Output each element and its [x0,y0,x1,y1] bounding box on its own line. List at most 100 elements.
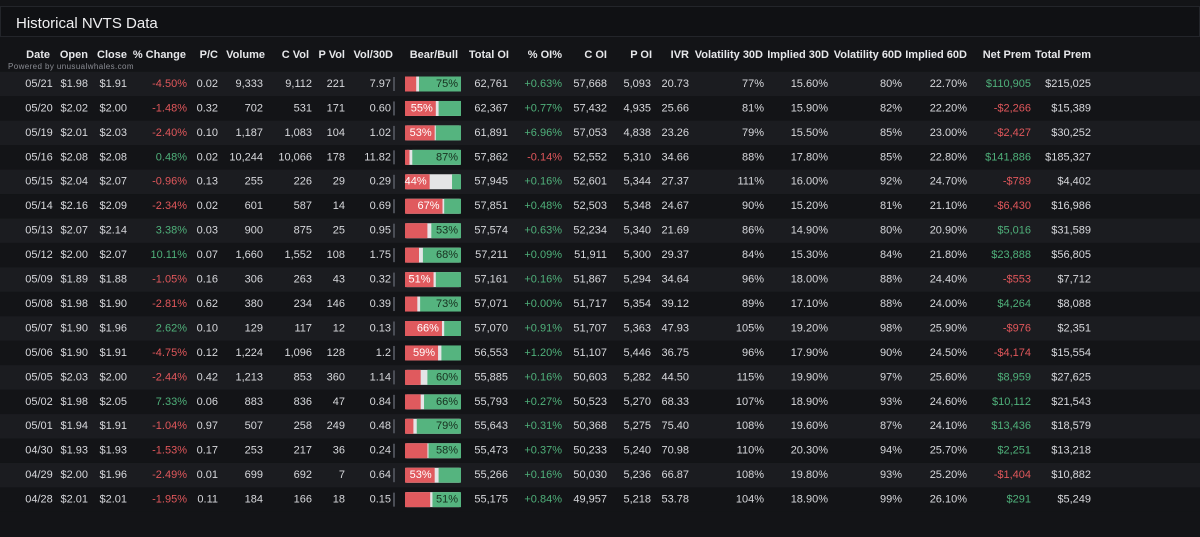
cell-oi-pct: +0.16% [524,371,562,383]
cell-put-call: 0.02 [197,78,218,90]
cell-total-prem: $30,252 [1051,127,1091,139]
cell-call-oi: 51,707 [573,322,607,334]
cell-close: $1.91 [99,347,127,359]
cell-ivr: 27.37 [661,176,689,188]
row-background [0,438,1200,463]
cell-put-call: 0.97 [197,420,218,432]
column-header: Open [60,49,88,61]
cell-date: 05/08 [25,298,53,310]
cell-put-oi: 5,348 [623,200,651,212]
cell-pct-change: -2.44% [152,371,187,383]
cell-call-volume: 1,083 [284,127,312,139]
cell-total-prem: $4,402 [1057,176,1091,188]
bear-bull-label: 66% [436,396,458,408]
bull-segment [420,296,461,312]
cell-put-oi: 4,935 [623,102,651,114]
cell-oi-pct: +0.63% [524,225,562,237]
bear-bull-label: 73% [436,298,458,310]
cell-call-volume: 875 [294,225,312,237]
cell-pct-change: -1.95% [152,494,187,506]
cell-total-prem: $13,218 [1051,445,1091,457]
cell-open: $1.89 [60,274,88,286]
cell-call-volume: 853 [294,371,312,383]
cell-call-volume: 217 [294,445,312,457]
cell-vol-30d: 0.95 [370,225,391,237]
cell-vol-30d: 11.82 [364,151,391,163]
cell-volume: 1,660 [235,249,263,261]
cell-ivr: 20.73 [661,78,689,90]
cell-total-prem: $185,327 [1045,151,1091,163]
cell-vol-30d: 0.24 [370,445,391,457]
cell-total-prem: $15,389 [1051,102,1091,114]
cell-net-prem: -$2,266 [994,102,1031,114]
cell-close: $2.05 [99,396,127,408]
cell-implied-30d: 20.30% [791,445,829,457]
cell-put-call: 0.32 [197,102,218,114]
bear-bull-label: 66% [417,322,439,334]
powered-by: Powered by unusualwhales.com [8,62,134,71]
cell-volume: 601 [245,200,263,212]
cell-volatility-60d: 98% [880,322,902,334]
cell-put-volume: 25 [333,225,345,237]
column-header: Close [97,49,127,61]
cell-put-oi: 5,270 [623,396,651,408]
cell-volume: 306 [245,274,263,286]
cell-date: 05/16 [25,151,53,163]
column-header: % OI% [528,49,562,61]
cell-put-volume: 47 [333,396,345,408]
bear-bull-label: 68% [436,249,458,261]
vol-30d-indicator [393,125,395,140]
cell-pct-change: 0.48% [156,151,187,163]
cell-close: $2.03 [99,127,127,139]
cell-close: $1.96 [99,322,127,334]
cell-pct-change: -1.53% [152,445,187,457]
cell-volatility-60d: 88% [880,274,902,286]
bear-segment [405,418,414,434]
row-background [0,291,1200,317]
cell-vol-30d: 0.32 [370,274,391,286]
cell-put-volume: 360 [327,371,345,383]
cell-implied-30d: 19.80% [791,469,829,481]
bear-segment [405,369,421,385]
cell-vol-30d: 0.60 [370,102,391,114]
cell-oi-pct: +0.31% [524,420,562,432]
cell-volatility-30d: 96% [742,347,764,359]
vol-30d-indicator [393,150,395,165]
cell-net-prem: $5,016 [997,225,1031,237]
cell-pct-change: -2.40% [152,127,187,139]
cell-vol-30d: 0.13 [370,322,391,334]
cell-close: $2.00 [99,371,127,383]
cell-volume: 184 [245,494,263,506]
cell-put-volume: 171 [327,102,345,114]
cell-net-prem: $2,251 [997,445,1031,457]
cell-volatility-30d: 77% [742,78,764,90]
bull-segment [444,321,461,336]
row-background [0,96,1200,121]
cell-net-prem: $4,264 [997,298,1031,310]
title: Historical NVTS Data [16,15,158,32]
cell-net-prem: $141,886 [985,151,1031,163]
cell-ivr: 66.87 [661,469,689,481]
cell-volatility-60d: 92% [880,176,902,188]
cell-volatility-60d: 85% [880,151,902,163]
cell-put-call: 0.02 [197,200,218,212]
cell-implied-60d: 21.10% [930,200,968,212]
column-header: Volatility 60D [834,49,902,61]
cell-call-volume: 166 [294,494,312,506]
cell-date: 05/12 [25,249,53,261]
cell-volatility-60d: 80% [880,225,902,237]
cell-implied-30d: 15.30% [791,249,829,261]
cell-volatility-30d: 108% [736,469,764,481]
cell-net-prem: -$789 [1003,176,1031,188]
cell-total-prem: $16,986 [1051,200,1091,212]
bull-segment [416,418,461,434]
bull-segment [444,198,461,214]
cell-total-oi: 55,885 [474,371,508,383]
cell-total-prem: $56,805 [1051,249,1091,261]
cell-open: $1.90 [60,347,88,359]
cell-ivr: 70.98 [661,445,689,457]
cell-put-call: 0.07 [197,249,218,261]
cell-total-oi: 55,175 [474,494,508,506]
cell-ivr: 44.50 [661,371,689,383]
cell-ivr: 24.67 [661,200,689,212]
